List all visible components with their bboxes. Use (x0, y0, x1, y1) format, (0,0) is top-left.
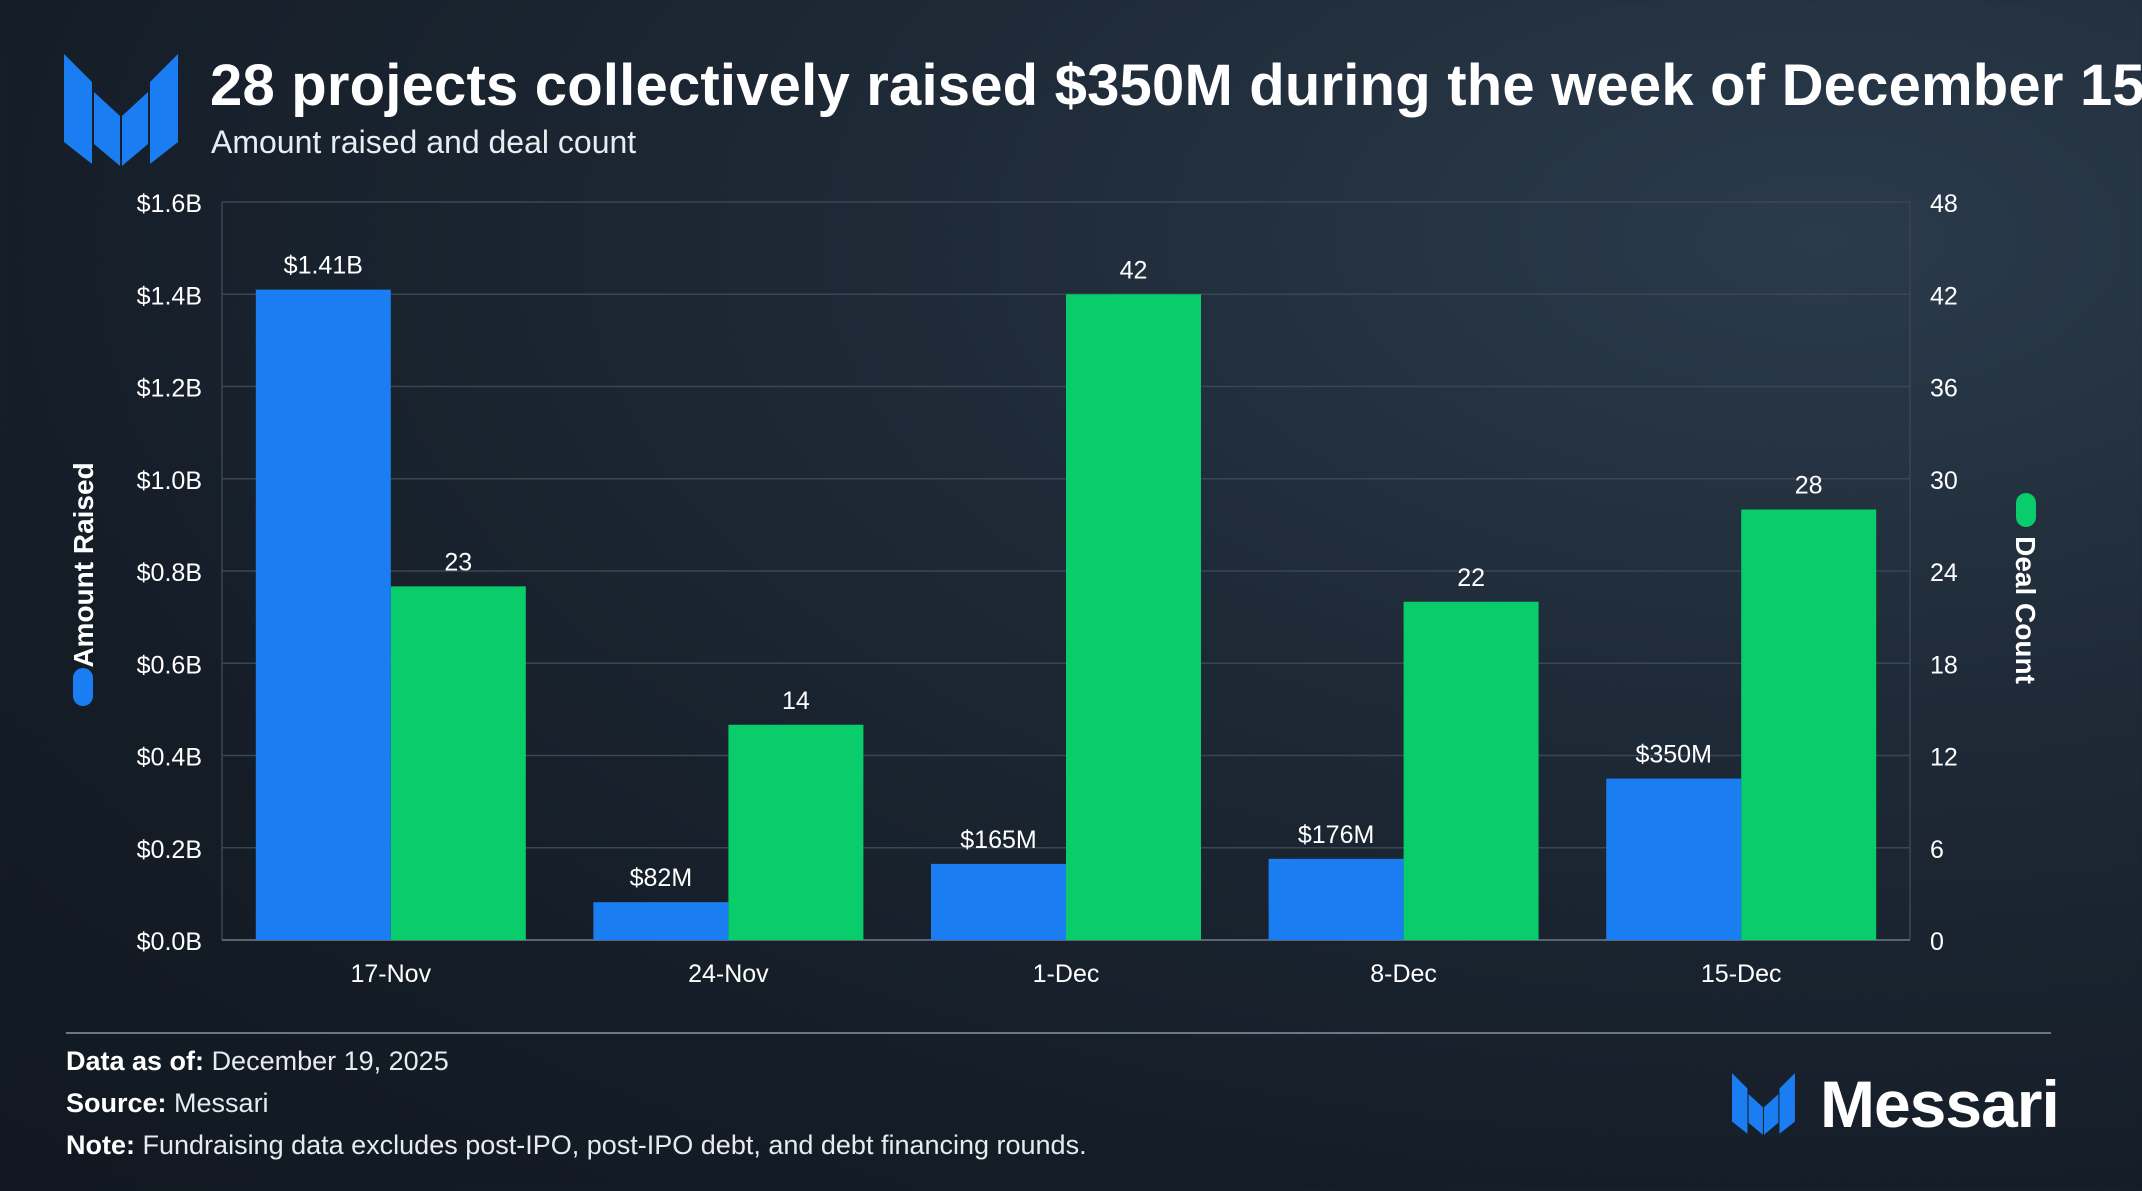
x-tick-label: 8-Dec (1370, 960, 1437, 988)
footer-data-as-of: Data as of: December 19, 2025 (66, 1046, 449, 1077)
bar-chart: $0.0B $0.2B $0.4B $0.6B $0.8B $1.0B $1.2B $1.4B… (68, 190, 2041, 988)
y-right-axis-title: Deal Count (2010, 536, 2041, 684)
y-left-tick-label: $1.4B (137, 282, 202, 310)
messari-logo-icon (64, 54, 178, 166)
amount-data-label: $1.41B (284, 252, 363, 280)
deal-count-bar (1403, 601, 1539, 940)
deal-count-data-label: 42 (1120, 256, 1148, 284)
amount-bar (593, 902, 729, 940)
deal-count-bar (1066, 294, 1201, 940)
deal-count-data-label: 28 (1795, 472, 1823, 500)
y-right-tick-label: 30 (1930, 467, 1958, 495)
deal-count-data-label: 14 (782, 687, 810, 715)
deal-count-data-label: 23 (444, 548, 472, 576)
y-right-tick-label: 24 (1930, 559, 1958, 587)
y-left-tick-label: $0.4B (137, 744, 202, 772)
amount-data-label: $176M (1298, 821, 1374, 849)
y-right-tick-label: 12 (1930, 744, 1958, 772)
x-tick-label: 15-Dec (1701, 960, 1782, 988)
deal-count-bar (390, 586, 526, 940)
y-left-tick-label: $0.0B (137, 928, 202, 956)
source-label: Source: (66, 1088, 167, 1118)
messari-brand-logo-icon (1732, 1073, 1795, 1135)
deal-count-legend-swatch (2016, 493, 2036, 527)
y-left-tick-label: $0.2B (137, 836, 202, 864)
amount-legend-swatch (73, 668, 93, 706)
footer-source: Source: Messari (66, 1088, 269, 1119)
y-left-tick-label: $0.6B (137, 651, 202, 679)
amount-data-label: $82M (630, 864, 693, 892)
amount-bar (255, 289, 391, 940)
y-right-tick-label: 18 (1930, 651, 1958, 679)
y-left-tick-label: $1.6B (137, 190, 202, 218)
y-right-tick-label: 36 (1930, 375, 1958, 403)
x-tick-label: 1-Dec (1033, 960, 1100, 988)
y-left-tick-label: $0.8B (137, 559, 202, 587)
y-right-tick-label: 48 (1930, 190, 1958, 218)
deal-count-bar (1741, 509, 1877, 940)
data-as-of-value: December 19, 2025 (211, 1046, 449, 1076)
chart-title: 28 projects collectively raised $350M du… (210, 53, 2142, 118)
y-left-tick-label: $1.2B (137, 375, 202, 403)
amount-data-label: $350M (1635, 741, 1711, 769)
amount-bar (1606, 778, 1742, 940)
x-tick-label: 17-Nov (351, 960, 432, 988)
y-left-tick-label: $1.0B (137, 467, 202, 495)
footer-divider (66, 1032, 2051, 1034)
y-left-axis-title: Amount Raised (68, 462, 99, 667)
amount-bar (1268, 858, 1404, 940)
y-right-tick-label: 0 (1930, 928, 1944, 956)
data-as-of-label: Data as of: (66, 1046, 205, 1076)
amount-data-label: $165M (960, 826, 1036, 854)
y-right-tick-label: 6 (1930, 836, 1944, 864)
brand-name: Messari (1820, 1067, 2060, 1141)
chart-subtitle: Amount raised and deal count (211, 124, 637, 160)
y-right-tick-label: 42 (1930, 282, 1958, 310)
x-tick-label: 24-Nov (688, 960, 769, 988)
amount-bar (931, 863, 1066, 940)
note-label: Note: (66, 1130, 135, 1160)
footer-note: Note: Fundraising data excludes post-IPO… (66, 1130, 1087, 1161)
deal-count-data-label: 22 (1457, 564, 1485, 592)
deal-count-bar (728, 724, 864, 940)
source-value: Messari (174, 1088, 269, 1118)
note-value: Fundraising data excludes post-IPO, post… (142, 1130, 1087, 1160)
